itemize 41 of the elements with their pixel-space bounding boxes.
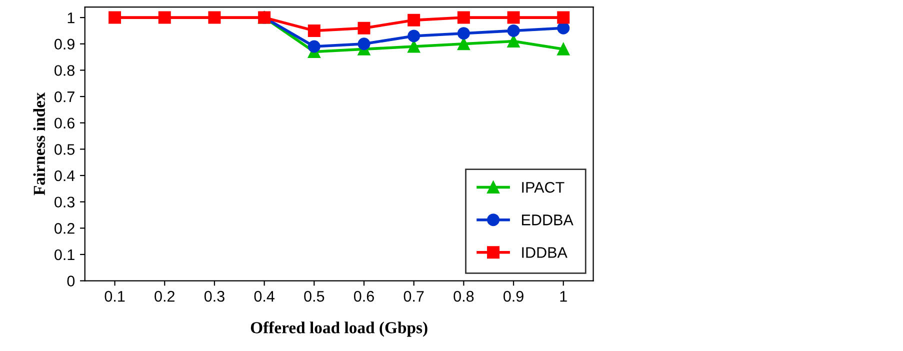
- point: [208, 11, 221, 24]
- legend-label: EDDBA: [522, 214, 574, 226]
- y-tick-label: 0.3: [54, 196, 74, 208]
- y-tick-label: 0.9: [54, 38, 74, 50]
- y-tick-label: 0.1: [54, 249, 74, 260]
- point: [358, 22, 370, 34]
- y-tick-label: 0.5: [54, 144, 75, 155]
- point: [408, 14, 420, 26]
- x-tick-label: 0.4: [254, 290, 274, 302]
- y-axis-title: Fairness index: [33, 92, 45, 196]
- y-tick-label: 0.2: [54, 223, 74, 234]
- point: [108, 11, 122, 24]
- y-tick-label: 0.6: [54, 118, 74, 129]
- point: [507, 11, 520, 24]
- point: [408, 30, 420, 42]
- x-tick-label: 1: [560, 291, 567, 302]
- y-tick-label: 0.8: [54, 65, 74, 76]
- x-tick-label: 0.2: [154, 290, 174, 302]
- x-axis-title: Offered load load (Gbps): [250, 321, 428, 337]
- x-tick-label: 0.8: [454, 290, 474, 302]
- point: [507, 24, 520, 37]
- y-tick-label: 0.4: [54, 170, 75, 182]
- legend-label: IPACT: [522, 182, 564, 193]
- legend-label: IDDBA: [522, 247, 568, 258]
- point: [457, 11, 470, 24]
- y-tick-label: 0: [67, 276, 75, 286]
- point: [308, 24, 320, 37]
- x-tick-label: 0.5: [304, 290, 324, 302]
- x-tick-label: 0.9: [504, 290, 524, 302]
- x-tick-label: 0.3: [204, 290, 224, 302]
- point: [557, 11, 570, 24]
- y-tick-label: 0.7: [54, 91, 74, 102]
- y-tick-label: 1: [68, 12, 74, 24]
- point: [158, 11, 171, 24]
- point: [457, 27, 470, 40]
- x-tick-label: 0.7: [404, 290, 424, 302]
- x-tick-label: 0.1: [104, 290, 125, 302]
- point: [308, 40, 320, 53]
- point: [557, 42, 570, 56]
- point: [358, 38, 370, 50]
- x-tick-label: 0.6: [354, 290, 374, 302]
